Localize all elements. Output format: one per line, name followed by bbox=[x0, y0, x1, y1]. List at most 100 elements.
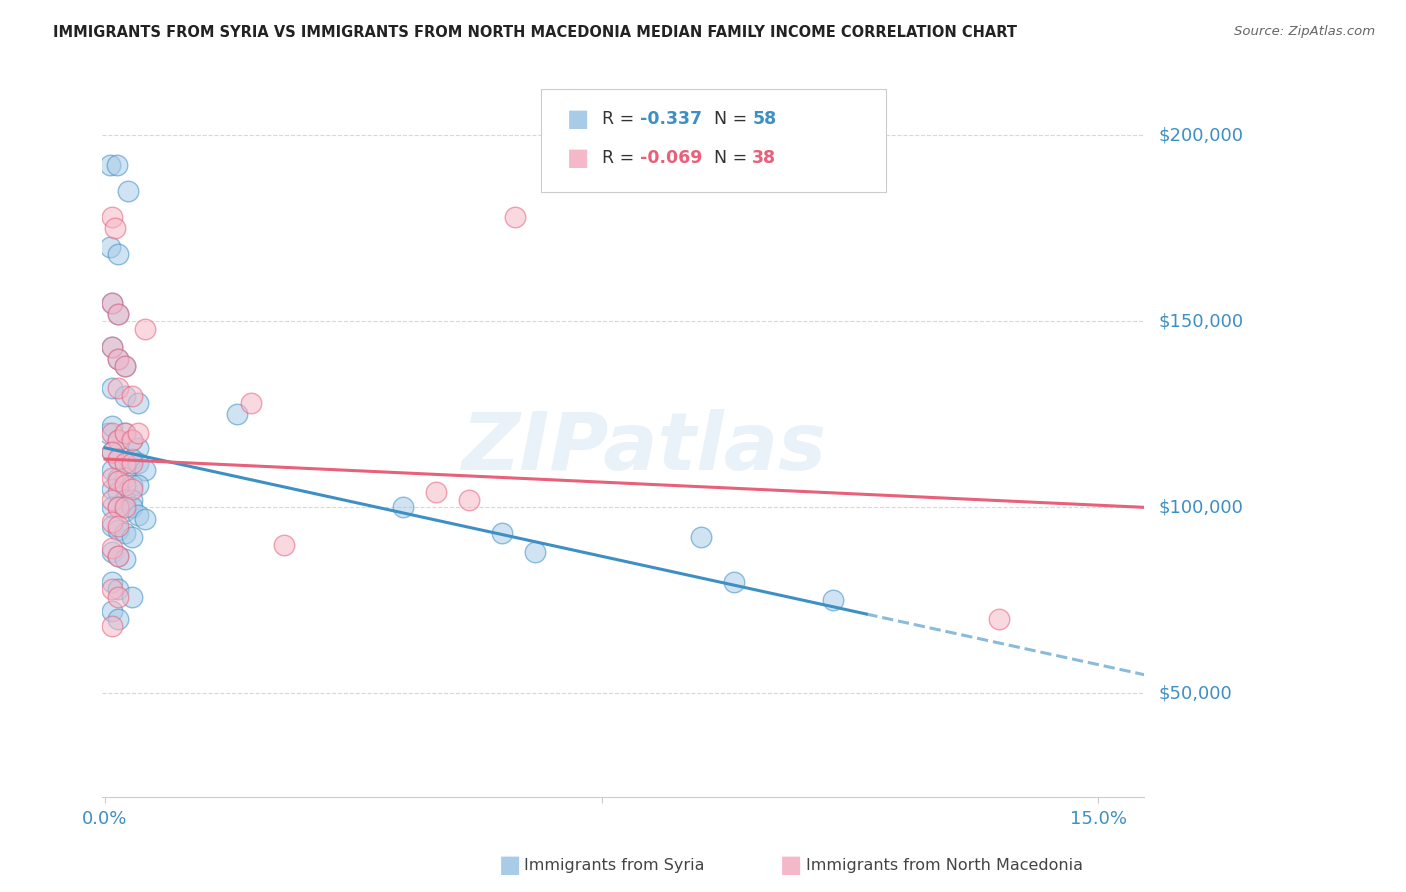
Point bbox=[100, 545, 122, 559]
Point bbox=[100, 211, 122, 225]
Point bbox=[107, 549, 129, 563]
Point bbox=[823, 593, 845, 607]
Point bbox=[121, 530, 143, 544]
Point bbox=[107, 452, 129, 467]
Point bbox=[107, 351, 129, 366]
Point bbox=[100, 425, 122, 440]
Point bbox=[121, 389, 143, 403]
Point bbox=[121, 500, 143, 515]
Point bbox=[107, 549, 129, 563]
Point bbox=[273, 537, 295, 551]
Point bbox=[117, 184, 139, 198]
Point bbox=[505, 211, 527, 225]
Point bbox=[107, 590, 129, 604]
Point bbox=[100, 500, 122, 515]
Point bbox=[100, 341, 122, 355]
Point bbox=[107, 452, 129, 467]
Point bbox=[100, 470, 122, 484]
Text: ZIPatlas: ZIPatlas bbox=[461, 409, 827, 486]
Point bbox=[100, 295, 122, 310]
Point bbox=[107, 612, 129, 626]
Point bbox=[100, 574, 122, 589]
Point bbox=[689, 530, 711, 544]
Point bbox=[100, 444, 122, 458]
Point bbox=[134, 511, 156, 525]
Point bbox=[114, 504, 136, 518]
Point bbox=[114, 526, 136, 541]
Point bbox=[107, 523, 129, 537]
Point bbox=[107, 381, 129, 395]
Text: ■: ■ bbox=[567, 146, 589, 169]
Text: R =: R = bbox=[602, 149, 640, 167]
Point bbox=[392, 500, 415, 515]
Text: IMMIGRANTS FROM SYRIA VS IMMIGRANTS FROM NORTH MACEDONIA MEDIAN FAMILY INCOME CO: IMMIGRANTS FROM SYRIA VS IMMIGRANTS FROM… bbox=[53, 25, 1018, 40]
Point bbox=[114, 456, 136, 470]
Point bbox=[114, 359, 136, 373]
Point bbox=[107, 500, 129, 515]
Point bbox=[121, 434, 143, 448]
Text: Immigrants from North Macedonia: Immigrants from North Macedonia bbox=[806, 858, 1083, 872]
Point bbox=[107, 247, 129, 261]
Point bbox=[100, 582, 122, 597]
Point bbox=[114, 425, 136, 440]
Point bbox=[987, 612, 1010, 626]
Point bbox=[127, 396, 149, 410]
Point bbox=[127, 425, 149, 440]
Point bbox=[723, 574, 745, 589]
Text: -0.337: -0.337 bbox=[640, 110, 702, 128]
Point bbox=[121, 434, 143, 448]
Point bbox=[100, 482, 122, 496]
Point bbox=[100, 295, 122, 310]
Point bbox=[98, 158, 121, 172]
Point bbox=[114, 425, 136, 440]
Point bbox=[107, 470, 129, 484]
Point bbox=[121, 452, 143, 467]
Point bbox=[107, 582, 129, 597]
Text: -0.069: -0.069 bbox=[640, 149, 702, 167]
Point bbox=[458, 492, 481, 507]
Text: ■: ■ bbox=[567, 107, 589, 130]
Point bbox=[114, 359, 136, 373]
Point bbox=[98, 240, 121, 254]
Point bbox=[100, 515, 122, 529]
Point bbox=[425, 485, 447, 500]
Point bbox=[114, 389, 136, 403]
Text: ■: ■ bbox=[499, 854, 522, 877]
Text: ■: ■ bbox=[780, 854, 803, 877]
Point bbox=[121, 492, 143, 507]
Point bbox=[100, 519, 122, 533]
Point bbox=[100, 444, 122, 458]
Point bbox=[524, 545, 547, 559]
Point bbox=[114, 492, 136, 507]
Point bbox=[107, 500, 129, 515]
Point bbox=[100, 492, 122, 507]
Point bbox=[100, 463, 122, 477]
Point bbox=[134, 463, 156, 477]
Point bbox=[107, 475, 129, 489]
Point bbox=[107, 434, 129, 448]
Point bbox=[114, 470, 136, 484]
Point bbox=[107, 434, 129, 448]
Point bbox=[114, 552, 136, 566]
Point bbox=[121, 590, 143, 604]
Point bbox=[127, 508, 149, 522]
Point bbox=[114, 478, 136, 492]
Point bbox=[107, 485, 129, 500]
Point bbox=[100, 418, 122, 433]
Point bbox=[105, 158, 128, 172]
Point bbox=[114, 456, 136, 470]
Point bbox=[107, 351, 129, 366]
Point bbox=[97, 425, 120, 440]
Point bbox=[104, 221, 127, 235]
Point bbox=[100, 605, 122, 619]
Point bbox=[114, 500, 136, 515]
Text: 38: 38 bbox=[752, 149, 776, 167]
Text: $100,000: $100,000 bbox=[1159, 499, 1243, 516]
Point bbox=[107, 519, 129, 533]
Point bbox=[100, 381, 122, 395]
Point bbox=[491, 526, 513, 541]
Point bbox=[100, 619, 122, 633]
Text: N =: N = bbox=[714, 110, 754, 128]
Text: Source: ZipAtlas.com: Source: ZipAtlas.com bbox=[1234, 25, 1375, 38]
Point bbox=[127, 478, 149, 492]
